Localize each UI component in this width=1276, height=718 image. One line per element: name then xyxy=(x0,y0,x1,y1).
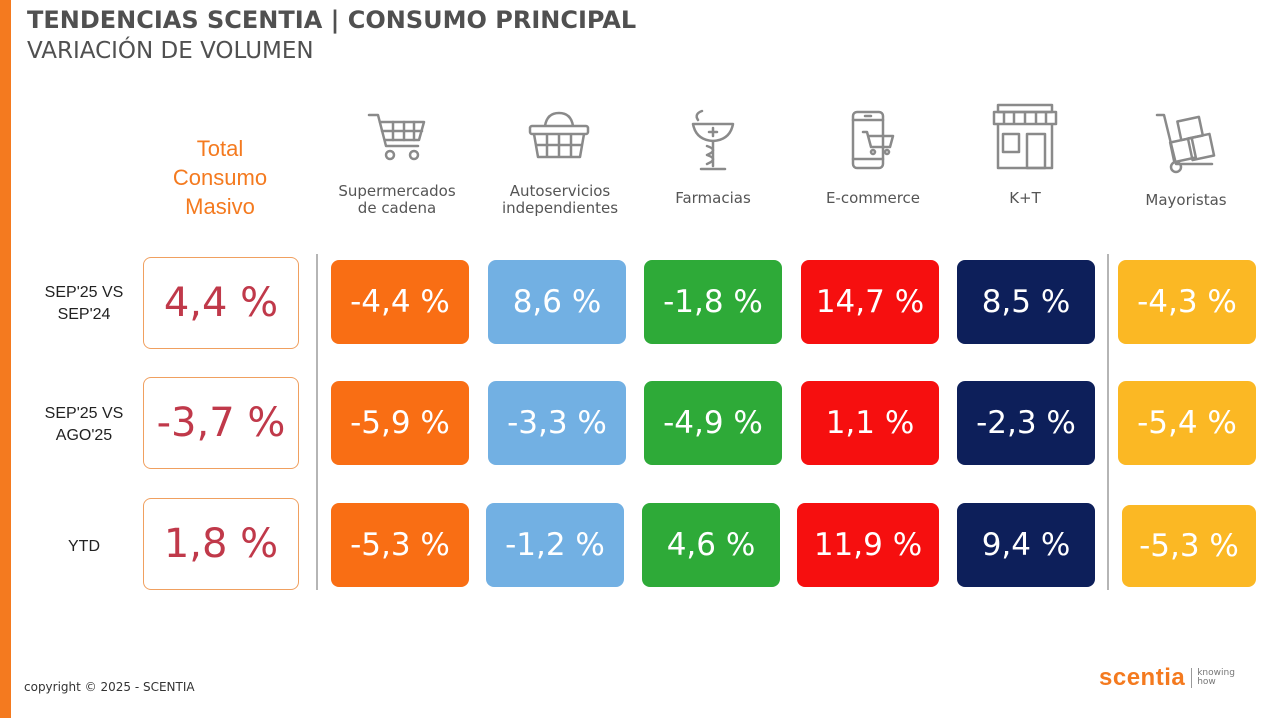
row-label-line: SEP'25 VS xyxy=(44,284,124,301)
value-cell: 14,7 % xyxy=(801,260,939,344)
value-cell: 11,9 % xyxy=(797,503,939,587)
value-cell: -1,8 % xyxy=(644,260,782,344)
shopping-basket-icon xyxy=(528,111,590,159)
pharmacy-icon xyxy=(691,109,735,171)
value-cell: -4,9 % xyxy=(644,381,782,465)
scentia-logo: scentia knowing how xyxy=(1099,664,1235,692)
total-value: -3,7 % xyxy=(143,377,299,469)
channel-label-kt: K+T xyxy=(1009,188,1041,207)
value-cell: 8,6 % xyxy=(488,260,626,344)
channel-label-line: de cadena xyxy=(357,199,437,217)
row-label-line: SEP'25 VS xyxy=(44,405,124,422)
value-cell: -3,3 % xyxy=(488,381,626,465)
channel-label-mayoristas: Mayoristas xyxy=(1145,190,1227,209)
column-divider xyxy=(316,254,318,590)
value-cell: -5,3 % xyxy=(331,503,469,587)
row-label-line: AGO'25 xyxy=(55,427,113,444)
value-cell: -5,4 % xyxy=(1118,381,1256,465)
value-cell: 9,4 % xyxy=(957,503,1095,587)
hand-truck-icon xyxy=(1155,113,1216,174)
mobile-cart-icon xyxy=(851,110,895,170)
value-cell: 4,6 % xyxy=(642,503,780,587)
row-label-line: SEP'24 xyxy=(57,306,111,323)
logo-tagline-line: how xyxy=(1197,677,1216,687)
value-cell: 1,1 % xyxy=(801,381,939,465)
total-value: 1,8 % xyxy=(143,498,299,590)
channel-label-line: Supermercados xyxy=(338,182,456,200)
channel-label-autoservicios: Autoservicios independientes xyxy=(488,182,632,218)
total-value: 4,4 % xyxy=(143,257,299,349)
total-header-line: Consumo xyxy=(172,165,268,190)
total-header-line: Total xyxy=(196,136,244,161)
row-label: SEP'25 VS AGO'25 xyxy=(34,383,134,467)
channel-label-ecommerce: E-commerce xyxy=(825,188,921,207)
value-cell: -2,3 % xyxy=(957,381,1095,465)
store-icon xyxy=(992,103,1058,170)
channel-label-farmacias: Farmacias xyxy=(675,188,751,207)
value-cell: -5,3 % xyxy=(1122,505,1256,587)
column-divider xyxy=(1107,254,1109,590)
row-label: SEP'25 VS SEP'24 xyxy=(34,262,134,346)
page-subtitle: VARIACIÓN DE VOLUMEN xyxy=(27,38,314,64)
total-header-line: Masivo xyxy=(185,194,255,219)
value-cell: -1,2 % xyxy=(486,503,624,587)
logo-tagline: knowing how xyxy=(1197,669,1235,687)
value-cell: 8,5 % xyxy=(957,260,1095,344)
channel-label-line: independientes xyxy=(501,199,619,217)
logo-tagline-line: knowing xyxy=(1197,668,1235,678)
channel-label-supermercados: Supermercados de cadena xyxy=(326,182,468,218)
row-label: YTD xyxy=(68,538,100,555)
shopping-cart-icon xyxy=(367,113,426,161)
logo-wordmark: scentia xyxy=(1099,664,1186,691)
copyright-text: copyright © 2025 - SCENTIA xyxy=(24,680,195,694)
logo-separator xyxy=(1191,668,1193,688)
channel-label-line: Autoservicios xyxy=(509,182,611,200)
value-cell: -5,9 % xyxy=(331,381,469,465)
value-cell: -4,4 % xyxy=(331,260,469,344)
accent-bar xyxy=(0,0,11,718)
page-title: TENDENCIAS SCENTIA | CONSUMO PRINCIPAL xyxy=(27,6,637,34)
total-column-header: Total Consumo Masivo xyxy=(150,134,290,221)
value-cell: -4,3 % xyxy=(1118,260,1256,344)
